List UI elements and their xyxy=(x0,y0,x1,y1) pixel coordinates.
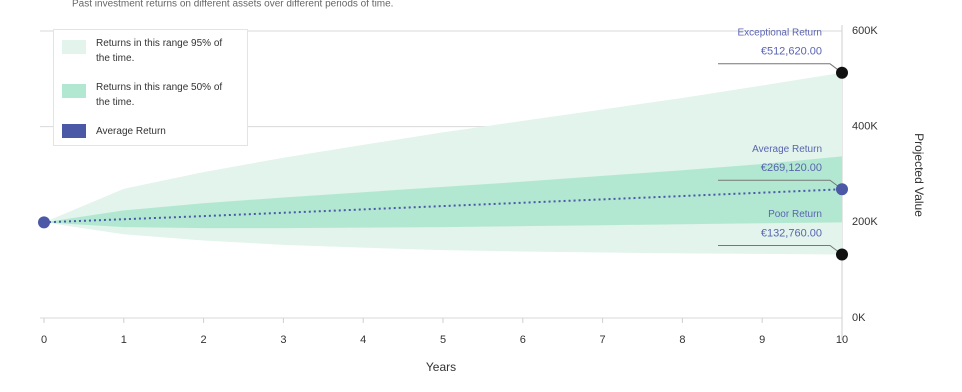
x-tick-label: 8 xyxy=(679,334,685,346)
annotation-value: €512,620.00 xyxy=(761,46,822,58)
legend-label: Returns in this range 50% of the time. xyxy=(96,82,223,108)
x-tick-label: 6 xyxy=(520,334,526,346)
annotation-value: €132,760.00 xyxy=(761,227,822,239)
annotation-label: Poor Return xyxy=(768,209,822,220)
overlay: Exceptional Return €512,620.00 Average Ret… xyxy=(38,27,848,261)
note: Past investment returns on different ass… xyxy=(72,0,393,10)
annotation-value: €269,120.00 xyxy=(761,162,822,174)
x-tick-label: 4 xyxy=(360,334,366,346)
legend-item: Returns in this range 50% of the time. xyxy=(62,80,236,110)
annotation-leader xyxy=(718,63,843,74)
legend-swatch xyxy=(62,84,86,98)
x-tick-label: 3 xyxy=(280,334,286,346)
x-tick-label: 9 xyxy=(759,334,765,346)
legend-item: Returns in this range 95% of the time. xyxy=(62,36,236,66)
y-tick-label: 0K xyxy=(852,312,866,324)
legend-label: Average Return xyxy=(96,126,166,137)
x-tick-label: 10 xyxy=(836,334,848,346)
annotation-label: Exceptional Return xyxy=(738,27,823,38)
annotation-label: Average Return xyxy=(752,144,822,155)
legend-swatch xyxy=(62,124,86,138)
plot xyxy=(43,72,843,255)
y-tick-label: 200K xyxy=(852,216,878,228)
annotation-point xyxy=(836,183,848,196)
y-tick-label: 600K xyxy=(852,25,878,37)
y-axis-title: Projected Value xyxy=(912,133,926,217)
range-band xyxy=(44,156,842,229)
legend-item: Average Return xyxy=(62,124,236,139)
x-tick-label: 5 xyxy=(440,334,446,346)
x-axis-title: Years xyxy=(426,360,456,374)
x-tick-label: 2 xyxy=(201,334,207,346)
annotation-point xyxy=(836,66,848,79)
x-tick-label: 0 xyxy=(41,334,47,346)
x-tick-label: 7 xyxy=(600,334,606,346)
x-tick-label: 1 xyxy=(121,334,127,346)
legend-label: Returns in this range 95% of the time. xyxy=(96,38,223,64)
legend: Returns in this range 95% of the time. Re… xyxy=(53,29,248,146)
y-tick-label: 400K xyxy=(852,121,878,133)
start-point xyxy=(38,216,50,229)
legend-swatch xyxy=(62,40,86,54)
average-line xyxy=(43,188,843,224)
annotation-point xyxy=(836,248,848,261)
